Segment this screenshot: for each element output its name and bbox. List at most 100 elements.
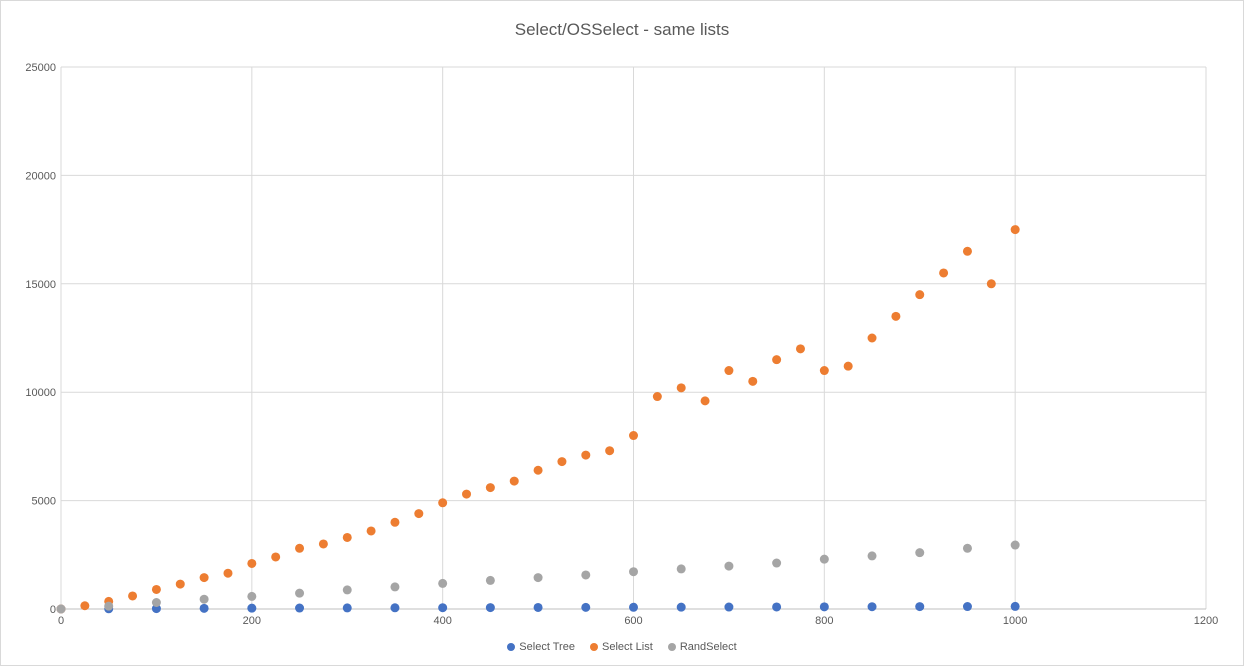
data-point-select-tree — [485, 603, 495, 613]
y-tick-label: 10000 — [25, 387, 56, 399]
data-point-randselect — [438, 578, 448, 588]
legend-label: RandSelect — [679, 641, 737, 653]
data-point-select-tree — [1010, 601, 1020, 611]
data-point-select-tree — [342, 603, 352, 613]
x-tick-label: 400 — [433, 615, 451, 627]
data-point-randselect — [104, 601, 114, 611]
legend-item-select-list: Select List — [590, 641, 653, 653]
data-point-select-tree — [533, 602, 543, 612]
data-point-randselect — [485, 575, 495, 585]
legend-label: Select Tree — [519, 641, 575, 653]
data-point-select-list — [247, 558, 257, 568]
y-tick-label: 20000 — [25, 170, 56, 182]
data-point-select-list — [772, 355, 782, 365]
data-point-randselect — [819, 554, 829, 564]
data-point-select-tree — [629, 602, 638, 612]
data-point-randselect — [772, 558, 782, 568]
data-point-select-list — [986, 279, 996, 289]
data-point-randselect — [342, 585, 352, 595]
data-point-select-list — [915, 290, 925, 300]
data-point-select-list — [581, 450, 591, 460]
data-point-select-list — [867, 333, 877, 343]
data-point-select-tree — [724, 602, 734, 612]
data-point-select-list — [128, 591, 138, 601]
data-point-select-list — [1010, 225, 1020, 235]
y-tick-label: 5000 — [32, 496, 56, 508]
legend-label: Select List — [602, 641, 653, 653]
data-point-select-tree — [247, 603, 257, 613]
data-point-select-list — [223, 568, 233, 578]
data-point-randselect — [867, 551, 877, 561]
data-point-randselect — [1010, 540, 1020, 550]
data-point-select-list — [605, 446, 615, 456]
data-point-select-tree — [772, 602, 782, 612]
legend-marker-icon — [507, 643, 516, 651]
x-tick-label: 800 — [815, 615, 833, 627]
data-point-select-list — [509, 476, 519, 486]
data-point-select-list — [795, 344, 805, 354]
data-point-select-tree — [819, 602, 829, 612]
data-point-select-list — [700, 396, 710, 406]
y-tick-label: 0 — [50, 604, 56, 616]
data-point-select-list — [342, 532, 352, 542]
data-point-randselect — [629, 567, 638, 577]
x-tick-label: 1200 — [1194, 615, 1218, 627]
data-point-randselect — [199, 594, 209, 604]
data-point-randselect — [676, 564, 686, 574]
legend-marker-icon — [590, 643, 598, 651]
data-point-select-tree — [867, 602, 877, 612]
data-point-select-list — [318, 539, 328, 549]
data-point-select-list — [485, 483, 495, 493]
legend: Select Tree Select List RandSelect — [0, 641, 1244, 654]
data-point-randselect — [151, 597, 161, 607]
data-point-select-list — [414, 509, 424, 519]
data-point-select-list — [652, 392, 662, 402]
data-point-randselect — [533, 573, 543, 583]
data-point-select-list — [557, 457, 567, 467]
data-point-select-list — [533, 465, 543, 475]
data-point-randselect — [56, 604, 66, 614]
gridlines — [60, 66, 1207, 610]
data-point-select-list — [462, 489, 472, 499]
legend-marker-icon — [667, 643, 676, 651]
data-point-select-list — [390, 517, 400, 527]
data-point-randselect — [581, 570, 591, 580]
data-point-select-list — [748, 376, 758, 386]
data-point-select-list — [80, 601, 90, 611]
data-point-randselect — [390, 582, 400, 592]
data-point-select-tree — [390, 603, 400, 613]
data-point-select-list — [724, 366, 734, 376]
data-point-randselect — [247, 591, 257, 601]
data-point-randselect — [295, 588, 305, 598]
data-points — [56, 225, 1020, 614]
data-point-select-list — [271, 552, 281, 562]
data-point-select-list — [438, 498, 448, 508]
data-point-select-tree — [676, 602, 686, 612]
data-point-select-list — [939, 268, 949, 278]
data-point-select-tree — [438, 603, 448, 613]
legend-item-select-tree: Select Tree — [507, 641, 575, 653]
data-point-select-list — [175, 579, 185, 589]
data-point-randselect — [962, 543, 972, 553]
data-point-select-list — [366, 526, 376, 536]
data-point-select-tree — [295, 603, 305, 613]
data-point-select-list — [843, 361, 853, 371]
data-point-select-list — [151, 584, 161, 594]
data-point-select-tree — [581, 602, 591, 612]
data-point-select-list — [962, 246, 972, 256]
x-tick-label: 200 — [243, 615, 261, 627]
axes: 0 5000 10000 15000 20000 25000 0 200 400 600 800 10… — [25, 62, 1218, 627]
data-point-select-list — [819, 366, 829, 376]
x-tick-label: 0 — [58, 615, 64, 627]
legend-item-randselect: RandSelect — [667, 641, 737, 653]
y-tick-label: 25000 — [25, 62, 56, 74]
chart-title: Select/OSSelect - same lists — [514, 20, 730, 39]
data-point-select-tree — [915, 602, 925, 612]
data-point-randselect — [915, 548, 925, 558]
data-point-select-tree — [199, 603, 209, 613]
data-point-select-tree — [962, 602, 972, 612]
data-point-select-list — [199, 573, 209, 583]
y-tick-label: 15000 — [25, 279, 56, 291]
